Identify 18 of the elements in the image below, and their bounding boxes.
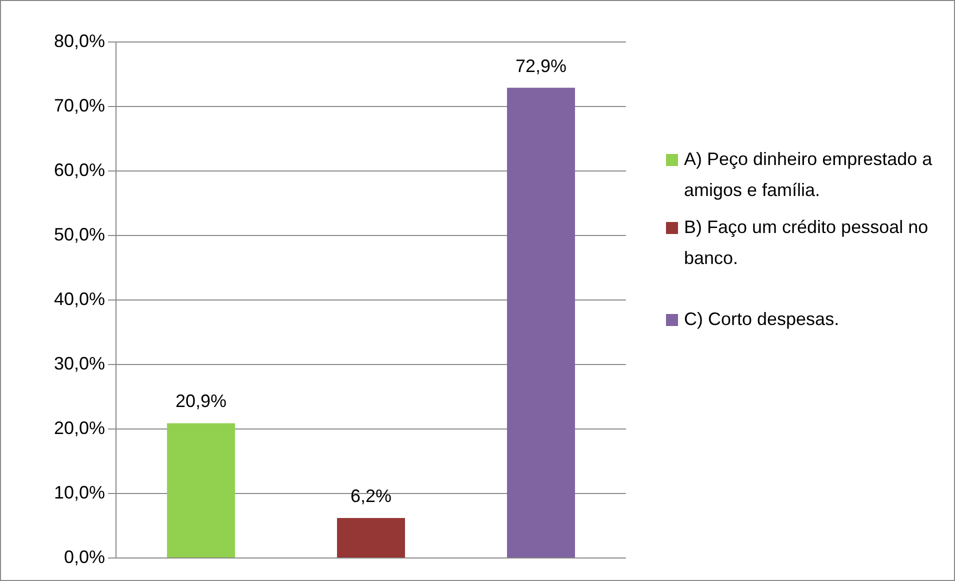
legend-label: A) Peço dinheiro emprestado a amigos e família.	[684, 148, 934, 202]
bar	[507, 88, 575, 558]
y-tick-label: 30,0%	[54, 353, 105, 374]
y-tick-label: 70,0%	[54, 95, 105, 116]
y-tick-label: 40,0%	[54, 288, 105, 309]
y-tick-label: 20,0%	[54, 418, 105, 438]
y-tick-label: 80,0%	[54, 30, 105, 51]
data-label: 6,2%	[350, 486, 392, 506]
y-tick-label: 60,0%	[54, 160, 105, 180]
y-tick-label: 10,0%	[54, 482, 105, 502]
data-label: 20,9%	[175, 391, 227, 412]
legend-label: B) Faço um crédito pessoal no banco.	[684, 216, 930, 270]
data-label: 72,9%	[515, 56, 567, 76]
y-tick-label: 50,0%	[54, 224, 105, 244]
legend-label: C) Corto despesas.	[684, 308, 840, 331]
y-tick-label: 0,0%	[64, 546, 105, 567]
bar	[337, 518, 405, 558]
bar	[167, 423, 235, 558]
